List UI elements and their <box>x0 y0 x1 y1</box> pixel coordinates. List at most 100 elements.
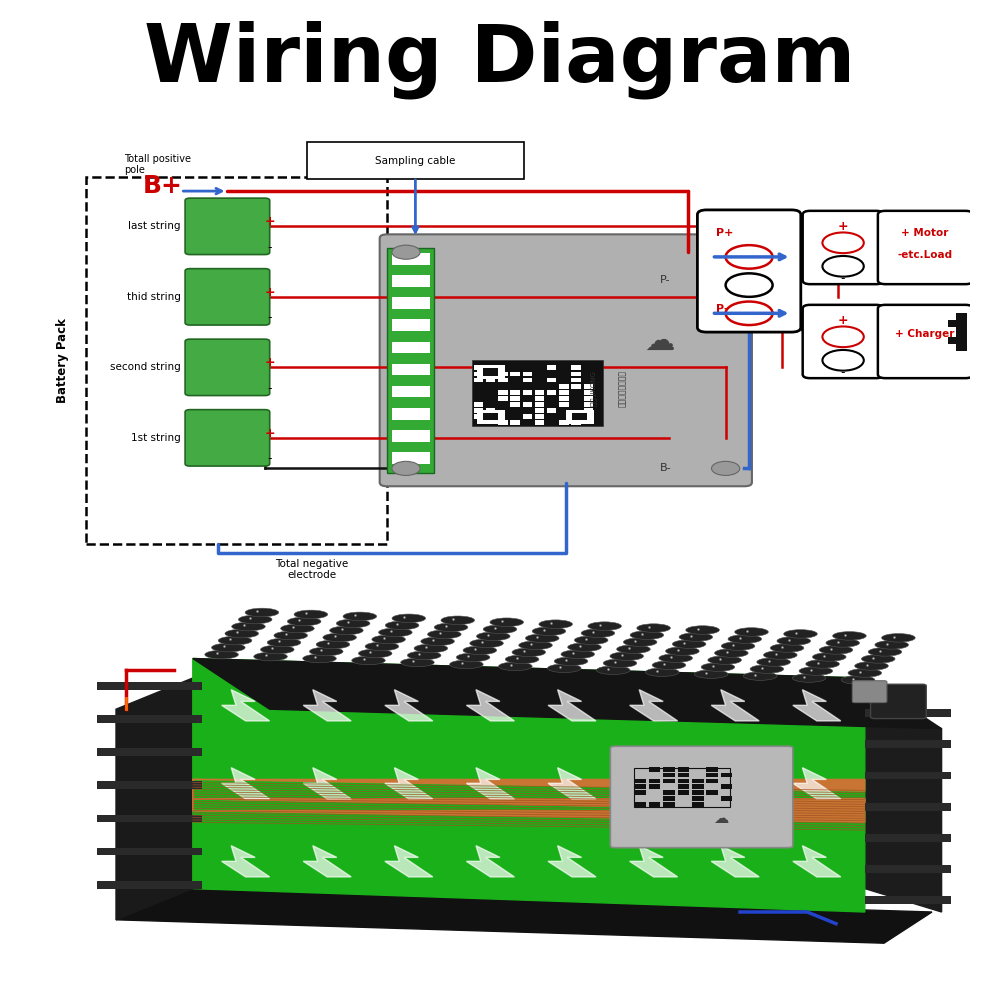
Ellipse shape <box>875 641 908 649</box>
Polygon shape <box>711 768 759 799</box>
Bar <box>392 319 430 331</box>
Bar <box>649 802 660 807</box>
Bar <box>663 779 675 783</box>
Bar <box>474 365 483 370</box>
Bar <box>510 390 520 395</box>
Bar <box>649 767 660 772</box>
Ellipse shape <box>679 633 713 641</box>
Circle shape <box>392 245 420 259</box>
Circle shape <box>726 273 773 297</box>
Ellipse shape <box>421 637 454 646</box>
Text: P-: P- <box>716 304 729 314</box>
Bar <box>523 372 532 376</box>
Ellipse shape <box>672 640 706 648</box>
Bar <box>547 390 556 395</box>
Bar <box>97 715 202 723</box>
Ellipse shape <box>490 618 524 627</box>
Ellipse shape <box>385 621 419 630</box>
Ellipse shape <box>861 655 895 663</box>
Text: 1st string: 1st string <box>131 433 180 443</box>
Polygon shape <box>865 698 942 912</box>
Polygon shape <box>548 690 596 721</box>
Bar <box>634 779 646 783</box>
Bar <box>498 420 508 425</box>
Bar <box>392 452 430 464</box>
Bar <box>392 430 430 442</box>
Bar <box>477 410 505 424</box>
Bar <box>535 414 544 419</box>
Ellipse shape <box>238 615 272 624</box>
Bar <box>584 414 593 419</box>
Text: -etc.Load: -etc.Load <box>897 250 952 260</box>
Bar <box>865 896 951 904</box>
Ellipse shape <box>603 659 637 667</box>
Ellipse shape <box>581 629 615 637</box>
Bar <box>483 413 498 420</box>
Text: B-: B- <box>660 463 671 473</box>
Ellipse shape <box>799 667 833 675</box>
Bar <box>706 790 718 795</box>
Bar <box>498 378 508 382</box>
Polygon shape <box>793 846 841 877</box>
Circle shape <box>712 461 740 475</box>
Text: -: - <box>267 241 272 254</box>
Text: +: + <box>264 427 275 440</box>
Ellipse shape <box>819 646 853 654</box>
Bar <box>584 396 593 401</box>
Bar <box>559 420 569 425</box>
Circle shape <box>822 256 864 277</box>
FancyBboxPatch shape <box>185 269 270 325</box>
FancyBboxPatch shape <box>878 211 973 284</box>
Bar <box>97 814 202 822</box>
Polygon shape <box>303 690 351 721</box>
Text: -: - <box>267 382 272 395</box>
Bar <box>535 402 544 407</box>
Text: +: + <box>838 314 848 327</box>
Bar <box>392 297 430 309</box>
Ellipse shape <box>525 634 559 643</box>
Ellipse shape <box>267 638 301 647</box>
Bar <box>474 414 483 419</box>
Bar <box>97 748 202 756</box>
Bar <box>97 881 202 889</box>
Bar <box>584 408 593 413</box>
Ellipse shape <box>316 640 350 649</box>
Bar <box>571 372 581 376</box>
Text: +: + <box>264 356 275 369</box>
Bar <box>498 372 508 376</box>
Bar <box>663 767 675 772</box>
Text: -: - <box>267 452 272 466</box>
Polygon shape <box>630 690 678 721</box>
Text: +: + <box>838 220 848 233</box>
Polygon shape <box>548 846 596 877</box>
Text: Battery Pack: Battery Pack <box>56 318 69 403</box>
Bar <box>523 390 532 395</box>
Bar <box>392 408 430 420</box>
Ellipse shape <box>806 660 839 668</box>
Bar <box>483 368 498 376</box>
Bar <box>510 372 520 376</box>
Text: P-: P- <box>660 275 670 285</box>
Bar <box>547 365 556 370</box>
Bar <box>97 848 202 855</box>
Bar <box>535 390 544 395</box>
Text: second string: second string <box>110 362 180 372</box>
Bar <box>392 275 430 287</box>
Text: -: - <box>841 366 845 379</box>
Ellipse shape <box>568 643 601 651</box>
Bar <box>706 773 718 777</box>
Bar <box>566 410 594 424</box>
Text: + Charger: + Charger <box>895 329 955 339</box>
Polygon shape <box>222 690 270 721</box>
Ellipse shape <box>499 662 532 671</box>
Text: Sampling cable: Sampling cable <box>375 156 456 166</box>
Bar <box>392 386 430 397</box>
Ellipse shape <box>750 665 784 673</box>
FancyBboxPatch shape <box>307 142 524 179</box>
Bar <box>584 402 593 407</box>
FancyBboxPatch shape <box>185 339 270 396</box>
Ellipse shape <box>610 652 644 660</box>
Text: Totall positive
pole: Totall positive pole <box>124 153 191 175</box>
Polygon shape <box>711 690 759 721</box>
Ellipse shape <box>855 662 888 670</box>
